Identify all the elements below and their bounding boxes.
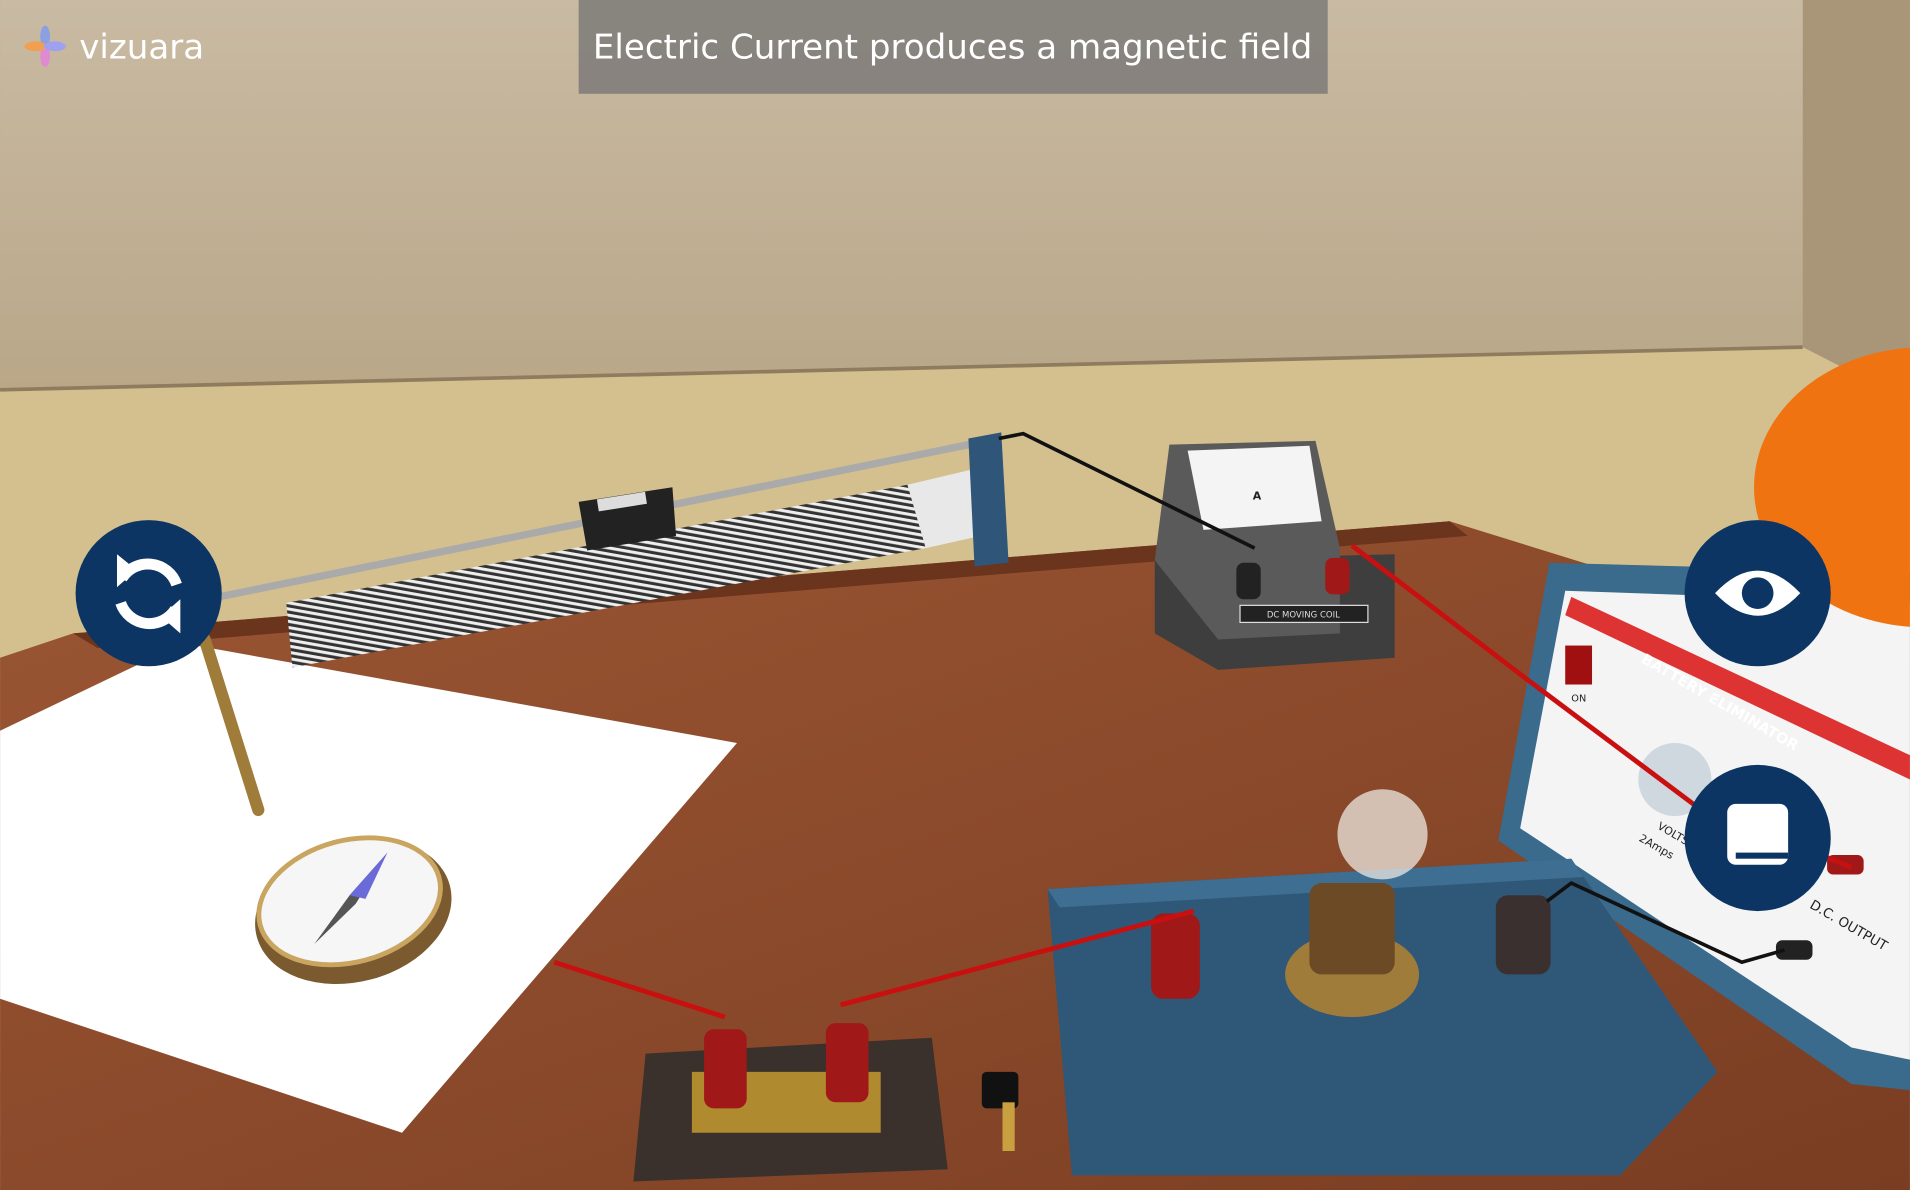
logo-text: vizuara bbox=[79, 27, 204, 67]
board-terminal-black bbox=[1495, 895, 1551, 975]
stand-rod bbox=[198, 633, 265, 817]
title-bar bbox=[578, 0, 1328, 94]
side-wall bbox=[1802, 0, 1910, 402]
wire-black bbox=[998, 431, 1256, 550]
compass-needle-n bbox=[349, 852, 388, 899]
voltage-knob bbox=[1638, 742, 1712, 817]
rheostat-coil bbox=[286, 484, 926, 668]
title: Electric Current produces a magnetic fie… bbox=[593, 27, 1312, 67]
rheostat-bracket bbox=[968, 432, 1009, 567]
key-terminal-2 bbox=[825, 1023, 869, 1103]
wire-black bbox=[1545, 880, 1785, 965]
eliminator-stripe bbox=[1565, 596, 1910, 780]
plug-top bbox=[981, 1071, 1019, 1109]
terminal-red bbox=[1325, 557, 1350, 595]
key-terminal-1 bbox=[704, 1029, 747, 1109]
slider-label bbox=[596, 491, 647, 512]
output-black bbox=[1775, 940, 1813, 960]
switch-label: ON bbox=[1571, 694, 1586, 705]
bulb-holder bbox=[1309, 883, 1395, 975]
plug-pin bbox=[1002, 1102, 1015, 1152]
rheostat-end bbox=[907, 468, 981, 549]
ammeter-face bbox=[1187, 445, 1322, 530]
switch bbox=[1565, 645, 1593, 685]
wall-edge bbox=[0, 345, 1803, 392]
ammeter-label: DC MOVING COIL bbox=[1267, 611, 1340, 621]
book-button[interactable] bbox=[1684, 764, 1831, 912]
wire-red bbox=[553, 959, 726, 1020]
logo-icon bbox=[24, 25, 66, 67]
reset-button[interactable] bbox=[75, 520, 222, 667]
board-top bbox=[1047, 858, 1584, 908]
view-button[interactable] bbox=[1684, 520, 1831, 667]
ammeter-plate bbox=[1239, 604, 1369, 624]
wire-red bbox=[839, 908, 1195, 1008]
board-terminal-red bbox=[1151, 913, 1200, 999]
terminal-black bbox=[1236, 562, 1261, 600]
ammeter-unit: A bbox=[1253, 489, 1262, 502]
bulb bbox=[1337, 789, 1428, 880]
